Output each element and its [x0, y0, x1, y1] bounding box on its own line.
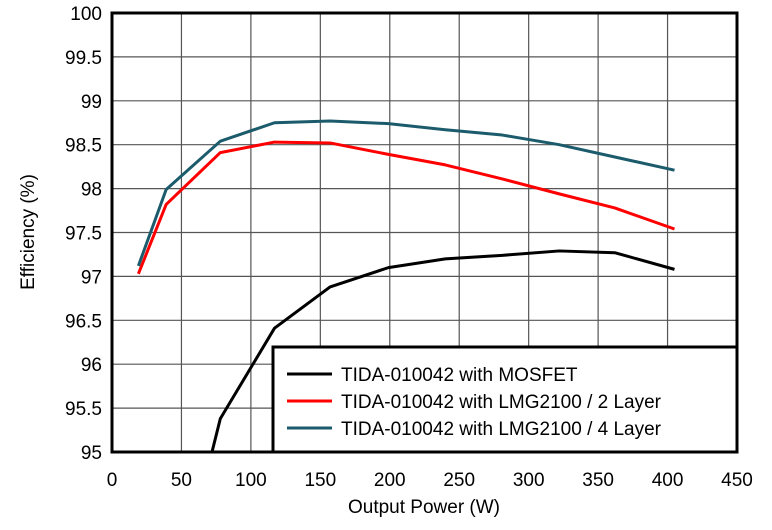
series-line-1	[136, 140, 675, 275]
series-line-0	[210, 249, 675, 453]
y-tick-label: 98.5	[65, 136, 102, 157]
y-tick-label: 100	[70, 4, 102, 25]
y-tick-label: 97	[81, 267, 102, 288]
y-tick-label: 95.5	[65, 399, 102, 420]
x-tick-label: 0	[107, 470, 118, 491]
x-tick-label: 200	[374, 470, 406, 491]
x-tick-label: 300	[513, 470, 545, 491]
x-axis-label: Output Power (W)	[348, 497, 500, 518]
y-tick-label: 96.5	[65, 311, 102, 332]
x-tick-label: 450	[721, 470, 753, 491]
y-tick-label: 97.5	[65, 224, 102, 245]
y-tick-label: 99.5	[65, 48, 102, 69]
legend-label: TIDA-010042 with LMG2100 / 4 Layer	[341, 419, 662, 440]
y-axis-label: Efficiency (%)	[18, 174, 39, 290]
x-tick-label: 50	[171, 470, 192, 491]
y-tick-label: 98	[81, 180, 102, 201]
x-tick-labels: 0 50 100 150 200 250 300 350 400 450	[107, 470, 753, 491]
y-tick-label: 96	[81, 355, 102, 376]
legend-box	[271, 345, 739, 454]
y-tick-labels: 95 95.5 96 96.5 97 97.5 98 98.5 99 99.5 100	[65, 4, 102, 464]
legend-label: TIDA-010042 with MOSFET	[341, 365, 578, 386]
series-line-2	[136, 119, 675, 267]
legend-label: TIDA-010042 with LMG2100 / 2 Layer	[341, 392, 662, 413]
x-tick-label: 100	[235, 470, 267, 491]
series-lines	[136, 119, 675, 453]
x-tick-label: 150	[304, 470, 336, 491]
y-tick-label: 99	[81, 92, 102, 113]
x-tick-label: 400	[652, 470, 684, 491]
legend: TIDA-010042 with MOSFET TIDA-010042 with …	[271, 345, 739, 454]
x-tick-label: 250	[443, 470, 475, 491]
x-tick-label: 350	[582, 470, 614, 491]
y-tick-label: 95	[81, 443, 102, 464]
